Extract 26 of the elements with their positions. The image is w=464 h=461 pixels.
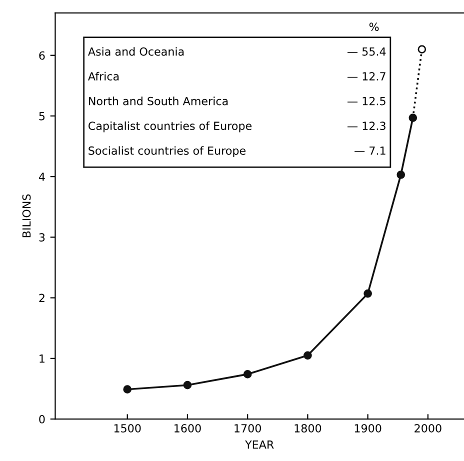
- y-tick-label: 1: [40, 354, 44, 363]
- x-tick-label: 1500: [114, 424, 141, 433]
- annotation: — 12.3: [347, 122, 386, 130]
- y-tick-label: 5: [39, 112, 45, 120]
- x-tick-label: 2000: [414, 424, 442, 433]
- annotation: North and South America: [89, 96, 228, 106]
- annotation: Capitalist countries of Europe: [88, 121, 252, 132]
- annotation: Socialist countries of Europe: [88, 146, 246, 157]
- x-tick-label: 1800: [294, 424, 322, 433]
- y-tick-label: 4: [38, 172, 45, 181]
- annotation: — 12.7: [347, 72, 386, 80]
- x-axis-title: YEAR: [245, 440, 274, 449]
- y-tick-label: 2: [39, 294, 44, 302]
- annotation: — 55.4: [347, 47, 386, 56]
- y-tick-label: 6: [39, 51, 45, 60]
- annotation: Africa: [88, 72, 119, 81]
- annotation: Asia and Oceania: [88, 47, 184, 56]
- x-tick-label: 1900: [354, 424, 382, 433]
- annotation: %: [369, 22, 379, 32]
- annotation: — 7.1: [354, 146, 386, 155]
- y-tick-label: 3: [39, 233, 45, 242]
- x-tick-label: 1600: [174, 424, 201, 433]
- y-axis-title: BILIONS: [22, 194, 31, 238]
- y-tick-label: 0: [39, 415, 45, 424]
- x-tick-label: 1700: [234, 424, 261, 433]
- annotation: — 12.5: [347, 96, 386, 106]
